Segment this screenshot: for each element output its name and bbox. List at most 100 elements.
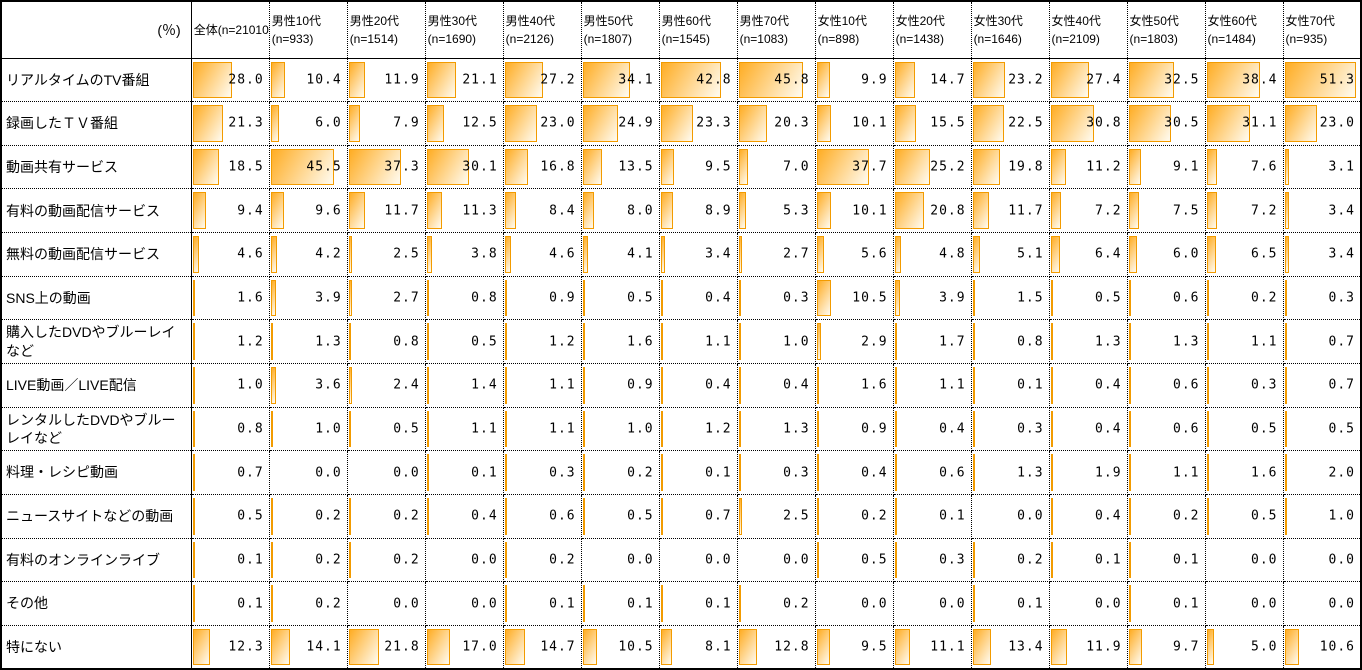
value-text: 9.4 [237, 203, 264, 219]
data-cell: 0.3 [1204, 362, 1284, 408]
value-text: 7.9 [393, 115, 420, 131]
value-text: 0.0 [471, 596, 498, 611]
value-bar [972, 454, 975, 491]
table-body: リアルタイムのTV番組 28.0 10.4 11.9 21.1 27.2 34.1 42.8 4… [0, 57, 1362, 670]
data-cell: 0.5 [1204, 406, 1284, 452]
row-label: リアルタイムのTV番組 [0, 57, 192, 103]
value-bar [426, 366, 429, 404]
value-text: 0.5 [393, 421, 420, 437]
value-bar [1284, 366, 1287, 404]
value-bar [1128, 410, 1131, 448]
value-text: 23.0 [1319, 115, 1355, 131]
data-cell: 45.8 [736, 57, 816, 103]
value-text: 0.0 [315, 465, 342, 481]
value-text: 8.9 [705, 203, 732, 219]
column-header-n: (n=1083) [739, 31, 788, 46]
data-cell: 0.4 [658, 362, 738, 408]
value-text: 3.9 [939, 290, 966, 306]
value-bar [426, 236, 432, 273]
data-cell: 12.3 [190, 624, 270, 670]
data-cell: 27.2 [502, 57, 582, 103]
value-text: 4.2 [315, 246, 342, 262]
value-text: 14.1 [306, 639, 342, 655]
value-bar [816, 323, 821, 360]
value-text: 0.3 [1017, 421, 1044, 437]
value-bar [348, 105, 360, 142]
value-bar [1128, 628, 1143, 665]
value-text: 8.1 [705, 639, 732, 655]
value-bar [816, 410, 819, 448]
value-bar [192, 192, 206, 230]
column-header-group: 女性50代 [1129, 13, 1179, 28]
value-bar [660, 323, 663, 360]
value-bar [348, 410, 351, 448]
value-bar [348, 366, 353, 404]
value-text: 23.0 [540, 115, 576, 131]
data-cell: 0.2 [346, 493, 426, 539]
value-text: 0.2 [549, 552, 576, 568]
value-text: 1.1 [471, 421, 498, 437]
value-bar [1284, 192, 1290, 230]
value-text: 6.0 [1173, 246, 1200, 262]
data-cell: 1.1 [502, 362, 582, 408]
value-bar [1284, 279, 1287, 317]
value-text: 0.2 [627, 465, 654, 481]
data-cell: 2.5 [346, 232, 426, 277]
value-bar [504, 323, 507, 360]
value-text: 30.8 [1086, 115, 1122, 131]
value-bar [1206, 454, 1209, 491]
value-bar [1050, 497, 1053, 535]
data-cell: 3.1 [1282, 144, 1362, 190]
data-cell: 0.0 [814, 581, 894, 626]
data-cell: 23.3 [658, 101, 738, 146]
data-cell: 0.1 [970, 581, 1050, 626]
data-cell: 1.2 [190, 319, 270, 364]
value-text: 23.3 [696, 115, 732, 131]
data-cell: 0.3 [736, 275, 816, 321]
data-cell: 28.0 [190, 57, 270, 103]
value-text: 0.1 [237, 596, 264, 611]
data-cell: 9.5 [814, 624, 894, 670]
value-text: 0.4 [861, 465, 888, 481]
value-bar [1128, 236, 1137, 273]
data-cell: 32.5 [1126, 57, 1206, 103]
data-cell: 1.3 [736, 406, 816, 452]
value-bar [1128, 323, 1131, 360]
value-bar [660, 585, 663, 622]
value-text: 1.1 [939, 377, 966, 393]
value-bar [894, 105, 917, 142]
data-cell: 0.0 [424, 537, 504, 583]
value-text: 31.1 [1242, 115, 1278, 131]
value-bar [738, 366, 741, 404]
value-bar [1206, 497, 1209, 535]
data-cell: 0.0 [1048, 581, 1128, 626]
data-cell: 14.7 [892, 57, 972, 103]
data-cell: 1.0 [190, 362, 270, 408]
value-bar [894, 366, 897, 404]
value-bar [738, 585, 741, 622]
value-text: 3.4 [1328, 203, 1355, 219]
value-text: 5.0 [1251, 639, 1278, 655]
data-cell: 0.0 [424, 581, 504, 626]
data-cell: 10.1 [814, 101, 894, 146]
value-text: 0.8 [237, 421, 264, 437]
value-bar [582, 497, 585, 535]
data-cell: 12.5 [424, 101, 504, 146]
data-cell: 12.8 [736, 624, 816, 670]
value-text: 1.6 [237, 290, 264, 306]
value-text: 0.2 [315, 596, 342, 611]
column-header-n: (n=2109) [1051, 31, 1100, 46]
data-cell: 1.0 [1282, 493, 1362, 539]
value-bar [894, 628, 911, 665]
column-header: 男性10代 (n=933) [268, 0, 348, 59]
value-text: 21.3 [228, 115, 264, 131]
value-bar [660, 410, 663, 448]
data-cell: 0.2 [268, 493, 348, 539]
row-label: 料理・レシピ動画 [0, 450, 192, 495]
data-cell: 9.6 [268, 188, 348, 234]
value-text: 0.4 [1095, 421, 1122, 437]
data-cell: 0.0 [970, 493, 1050, 539]
column-header: 女性60代 (n=1484) [1204, 0, 1284, 59]
table-row: 録画したＴＶ番組 21.3 6.0 7.9 12.5 23.0 24.9 23.3 20.3 10… [0, 101, 1362, 146]
